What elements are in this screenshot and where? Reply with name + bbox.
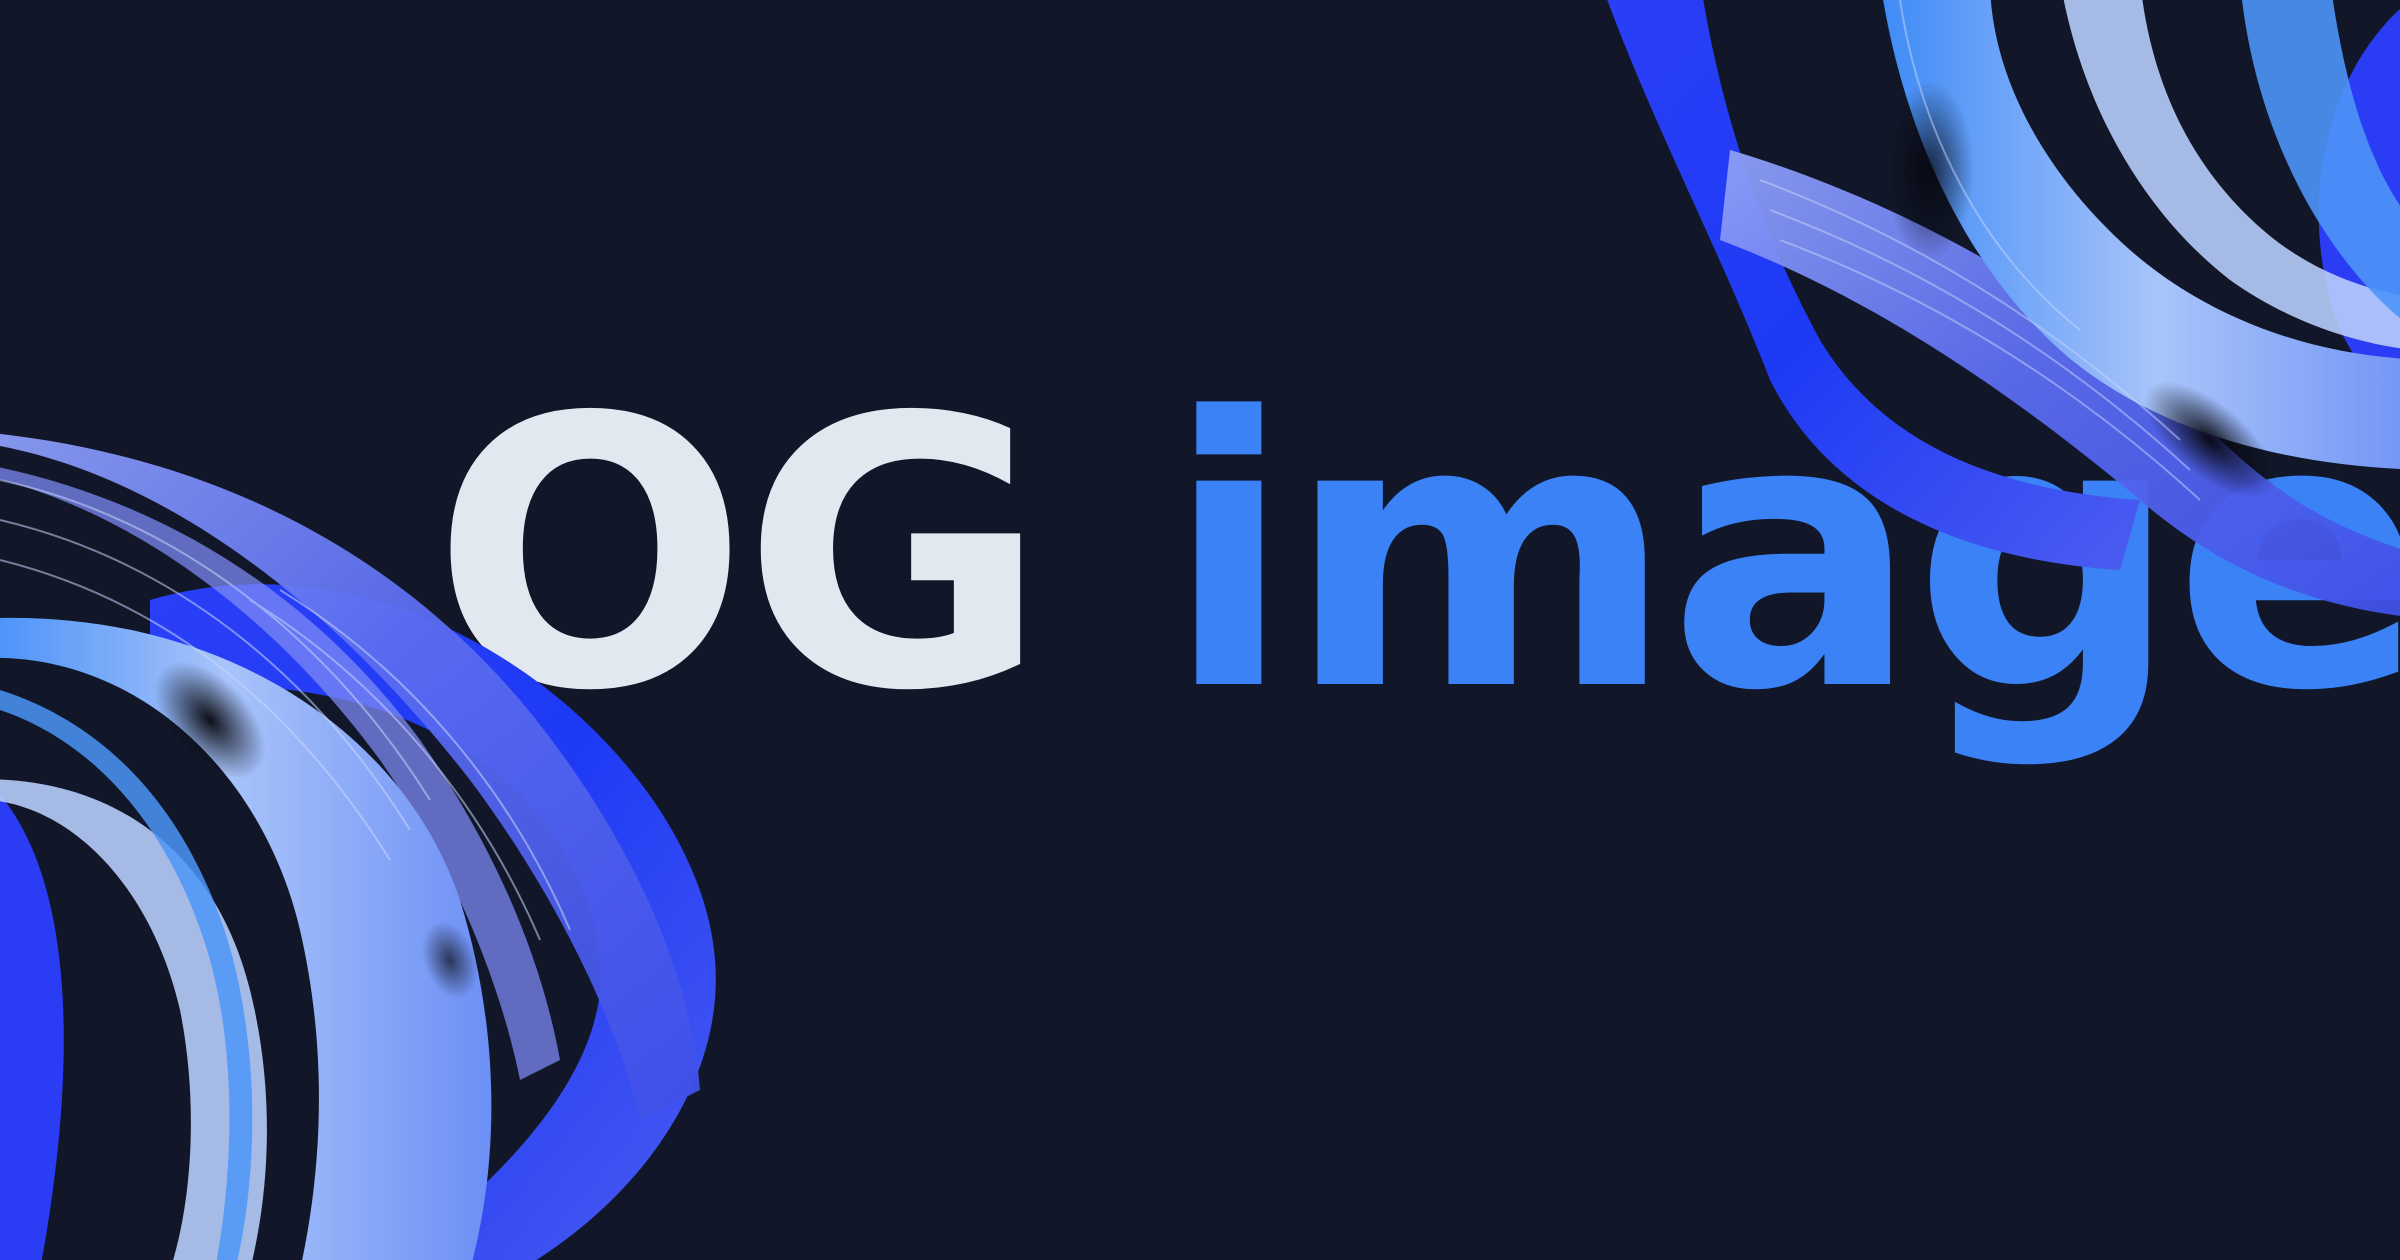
ribbon-swirl-bottom-left-icon bbox=[0, 433, 716, 1260]
ribbon-swirl-top-right-icon bbox=[1607, 0, 2400, 616]
headline-word-og: OG bbox=[432, 339, 1048, 772]
